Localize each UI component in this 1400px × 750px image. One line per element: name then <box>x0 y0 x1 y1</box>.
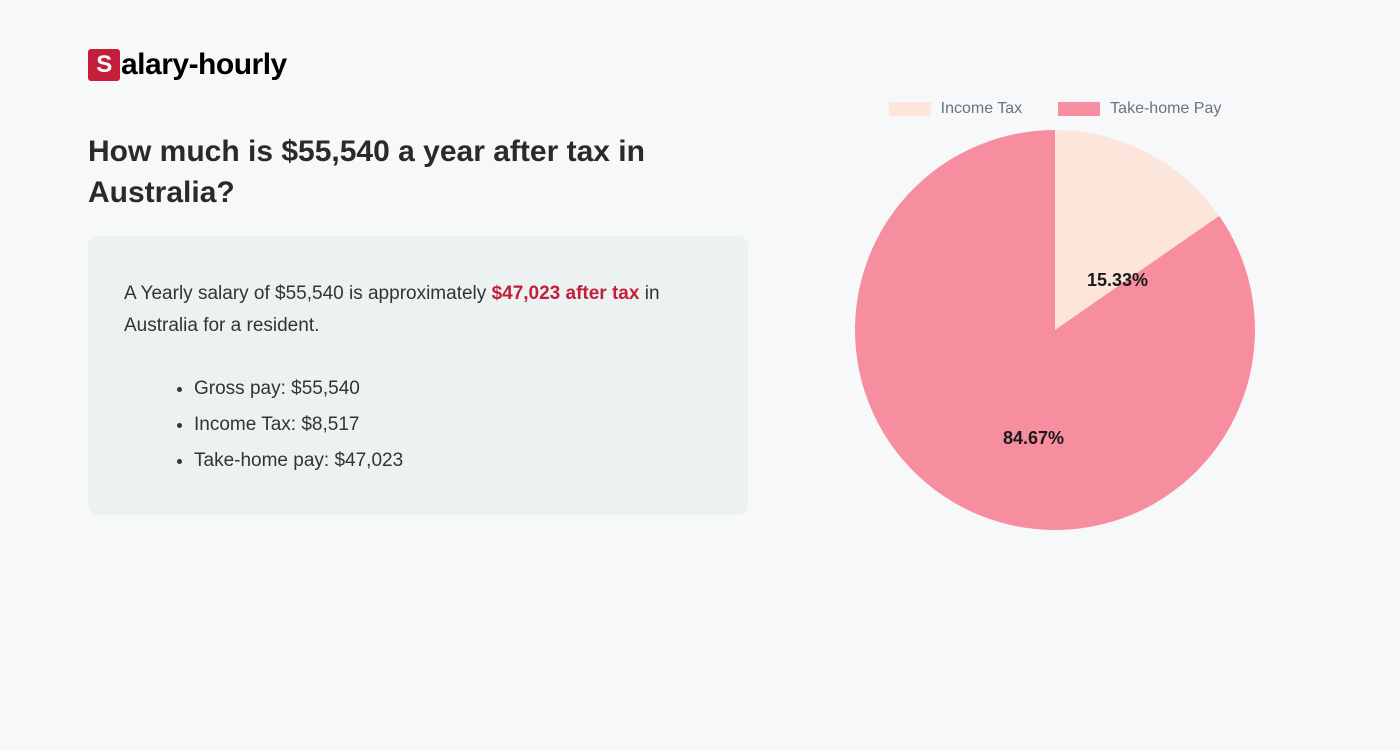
list-item: Take-home pay: $47,023 <box>194 443 712 479</box>
page-title: How much is $55,540 a year after tax in … <box>88 132 728 213</box>
legend-item: Take-home Pay <box>1058 100 1221 118</box>
summary-list: Gross pay: $55,540 Income Tax: $8,517 Ta… <box>124 371 712 479</box>
legend-swatch <box>1058 102 1100 116</box>
list-item: Gross pay: $55,540 <box>194 371 712 407</box>
pie-chart: Income Tax Take-home Pay 15.33% 84.67% <box>830 100 1280 530</box>
legend-label: Income Tax <box>941 100 1023 118</box>
site-logo: Salary-hourly <box>88 48 287 82</box>
legend-label: Take-home Pay <box>1110 100 1221 118</box>
summary-before: A Yearly salary of $55,540 is approximat… <box>124 283 492 304</box>
pie-svg <box>855 130 1255 530</box>
summary-box: A Yearly salary of $55,540 is approximat… <box>88 236 748 515</box>
summary-text: A Yearly salary of $55,540 is approximat… <box>124 278 712 343</box>
pct-label: 15.33% <box>1087 270 1148 291</box>
summary-highlight: $47,023 after tax <box>492 283 640 304</box>
list-item: Income Tax: $8,517 <box>194 407 712 443</box>
logo-text: alary-hourly <box>121 48 287 82</box>
chart-legend: Income Tax Take-home Pay <box>830 100 1280 118</box>
legend-swatch <box>889 102 931 116</box>
pct-label: 84.67% <box>1003 428 1064 449</box>
legend-item: Income Tax <box>889 100 1023 118</box>
logo-badge: S <box>88 49 120 81</box>
pie-container: 15.33% 84.67% <box>855 130 1255 530</box>
